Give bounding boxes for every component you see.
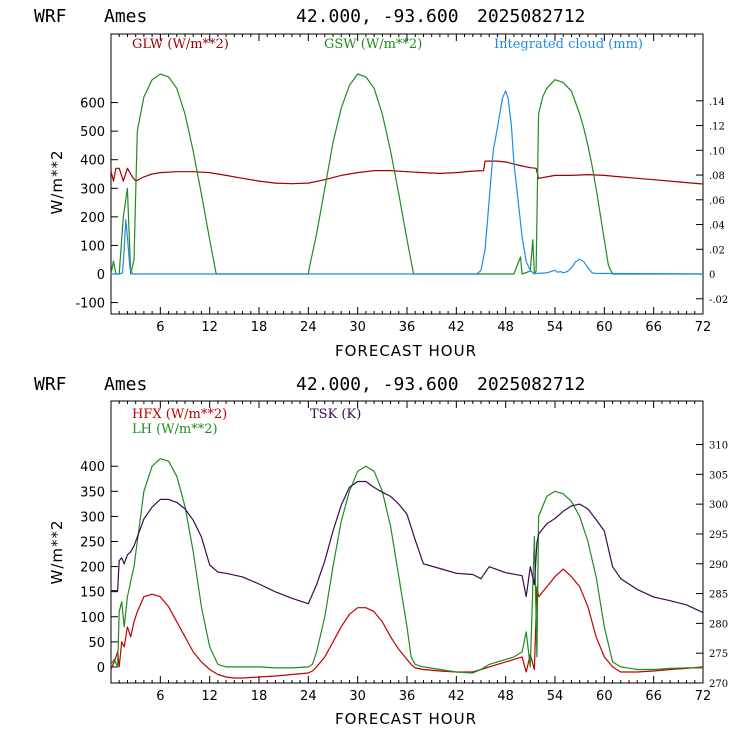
x-tick-label: 42: [448, 320, 465, 335]
y2-tick-label: 300: [709, 500, 728, 511]
y2-tick-label: .02: [709, 245, 725, 256]
plot-frame: [110, 33, 704, 315]
chart-2-model-label: WRF: [34, 374, 67, 395]
x-tick-label: 48: [497, 689, 514, 704]
y-tick-label: 400: [80, 154, 105, 169]
y2-tick-label: 285: [709, 590, 728, 601]
y-tick-label: 500: [80, 125, 105, 140]
x-tick-label: 6: [156, 320, 164, 335]
y2-tick-label: .04: [709, 221, 725, 232]
y2-tick-label: .12: [709, 122, 725, 133]
x-tick-label: 54: [547, 320, 564, 335]
x-tick-label: 72: [695, 320, 712, 335]
x-tick-label: 54: [547, 689, 564, 704]
y-tick-label: 600: [80, 97, 105, 112]
x-tick-label: 36: [399, 320, 416, 335]
x-tick-label: 30: [349, 689, 366, 704]
series-line-2: [111, 90, 704, 275]
y-tick-label: 0: [97, 661, 105, 676]
y2-tick-label: .06: [709, 196, 725, 207]
x-tick-label: 36: [399, 689, 416, 704]
y-tick-label: 100: [80, 611, 105, 626]
legend-hfx: HFX (W/m**2): [132, 407, 227, 422]
chart-1-site-label: Ames: [104, 6, 147, 27]
x-tick-label: 48: [497, 320, 514, 335]
chart-2-x-axis-label: FORECAST HOUR: [335, 710, 477, 728]
y-tick-label: 200: [80, 211, 105, 226]
y2-tick-label: 305: [709, 470, 728, 481]
chart-2-header: WRF Ames 42.000, -93.600 2025082712: [34, 374, 585, 395]
y-tick-label: 300: [80, 510, 105, 525]
legend-glw: GLW (W/m**2): [132, 37, 229, 52]
x-tick-label: 6: [156, 689, 164, 704]
series-line-2: [111, 480, 704, 614]
chart-1-x-axis-label: FORECAST HOUR: [335, 342, 477, 360]
y2-tick-label: -.02: [709, 295, 728, 306]
y-tick-label: 50: [88, 636, 105, 651]
y-tick-label: 400: [80, 460, 105, 475]
x-tick-label: 72: [695, 689, 712, 704]
y-tick-label: -100: [75, 297, 105, 312]
x-tick-label: 66: [645, 689, 662, 704]
y2-tick-label: 310: [709, 441, 728, 452]
legend-gsw: GSW (W/m**2): [324, 37, 422, 52]
chart-2-coords-label: 42.000, -93.600: [296, 374, 459, 395]
chart-1-header: WRF Ames 42.000, -93.600 2025082712: [34, 6, 585, 27]
x-tick-label: 24: [300, 320, 317, 335]
y2-tick-label: 270: [709, 679, 728, 690]
chart-1-y-axis-label: W/m**2: [48, 149, 66, 214]
x-tick-label: 12: [201, 689, 218, 704]
legend-lh: LH (W/m**2): [132, 422, 218, 437]
chart-1-model-label: WRF: [34, 6, 67, 27]
x-tick-label: 42: [448, 689, 465, 704]
y2-tick-label: 290: [709, 560, 728, 571]
y2-tick-label: .08: [709, 171, 725, 182]
chart-1-run-label: 2025082712: [477, 6, 585, 27]
legend-integrated-cloud: Integrated cloud (mm): [494, 37, 643, 52]
y2-tick-label: 295: [709, 530, 728, 541]
series-line-0: [110, 160, 704, 185]
chart-2-site-label: Ames: [104, 374, 147, 395]
series-line-0: [110, 568, 704, 679]
y-tick-label: 300: [80, 182, 105, 197]
chart-2-run-label: 2025082712: [477, 374, 585, 395]
chart-1-coords-label: 42.000, -93.600: [296, 6, 459, 27]
y2-tick-label: .10: [709, 146, 725, 157]
y-tick-label: 350: [80, 485, 105, 500]
y2-tick-label: 275: [709, 649, 728, 660]
y-tick-label: 0: [97, 268, 105, 283]
y-tick-label: 250: [80, 535, 105, 550]
x-tick-label: 60: [596, 689, 613, 704]
x-tick-label: 30: [349, 320, 366, 335]
y-tick-label: 200: [80, 561, 105, 576]
series-line-1: [110, 73, 703, 275]
y-tick-label: 150: [80, 586, 105, 601]
x-tick-label: 66: [645, 320, 662, 335]
series-line-1: [110, 458, 703, 674]
legend-tsk: TSK (K): [310, 407, 361, 422]
x-tick-label: 18: [251, 320, 268, 335]
plot-frame: [110, 400, 704, 684]
y2-tick-label: 0: [709, 270, 715, 281]
y-tick-label: 100: [80, 239, 105, 254]
chart-2-y-axis-label: W/m**2: [48, 519, 66, 584]
y2-tick-label: 280: [709, 619, 728, 630]
x-tick-label: 18: [251, 689, 268, 704]
x-tick-label: 24: [300, 689, 317, 704]
x-tick-label: 12: [201, 320, 218, 335]
x-tick-label: 60: [596, 320, 613, 335]
chart-1-flux-cloud: GLW (W/m**2) GSW (W/m**2) Integrated clo…: [48, 33, 728, 360]
y2-tick-label: .14: [709, 97, 725, 108]
chart-2-flux-temp: HFX (W/m**2) LH (W/m**2) TSK (K) W/m**2 …: [48, 400, 728, 728]
